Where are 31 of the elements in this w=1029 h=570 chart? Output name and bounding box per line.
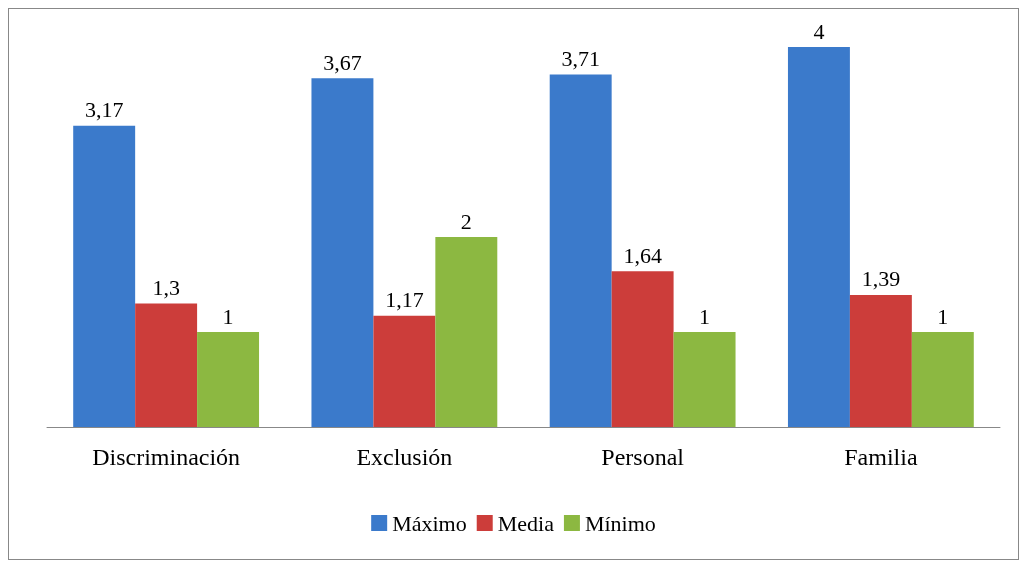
- bar: [849, 294, 912, 427]
- legend-label: Máximo: [392, 510, 467, 536]
- x-tick-label: Exclusión: [356, 444, 453, 470]
- bar: [135, 303, 198, 427]
- bar: [549, 74, 612, 427]
- bar: [673, 332, 736, 427]
- data-label: 1,17: [385, 287, 424, 313]
- data-label: 1,39: [861, 266, 901, 292]
- bar: [611, 271, 674, 427]
- bar: [311, 78, 374, 427]
- legend-label: Mínimo: [584, 510, 656, 536]
- data-label: 2: [460, 208, 472, 234]
- data-label: 1,64: [623, 242, 662, 268]
- x-tick-label: Discriminación: [92, 444, 241, 470]
- x-tick-label: Familia: [844, 444, 918, 470]
- data-label: 1,3: [152, 275, 180, 300]
- bar: [373, 315, 436, 427]
- bar: [73, 125, 136, 427]
- x-tick-label: Personal: [601, 444, 685, 470]
- data-label: 3,71: [561, 46, 600, 72]
- data-label: 1: [222, 303, 234, 329]
- bar: [911, 332, 974, 427]
- legend-label: Media: [497, 510, 555, 536]
- data-label: 1: [937, 303, 949, 329]
- bar: [197, 332, 260, 427]
- data-label: 3,17: [84, 97, 124, 123]
- data-label: 4: [813, 18, 825, 44]
- bar: [435, 237, 498, 427]
- data-label: 3,67: [323, 49, 362, 75]
- bar: [787, 47, 850, 427]
- data-label: 1: [699, 303, 711, 329]
